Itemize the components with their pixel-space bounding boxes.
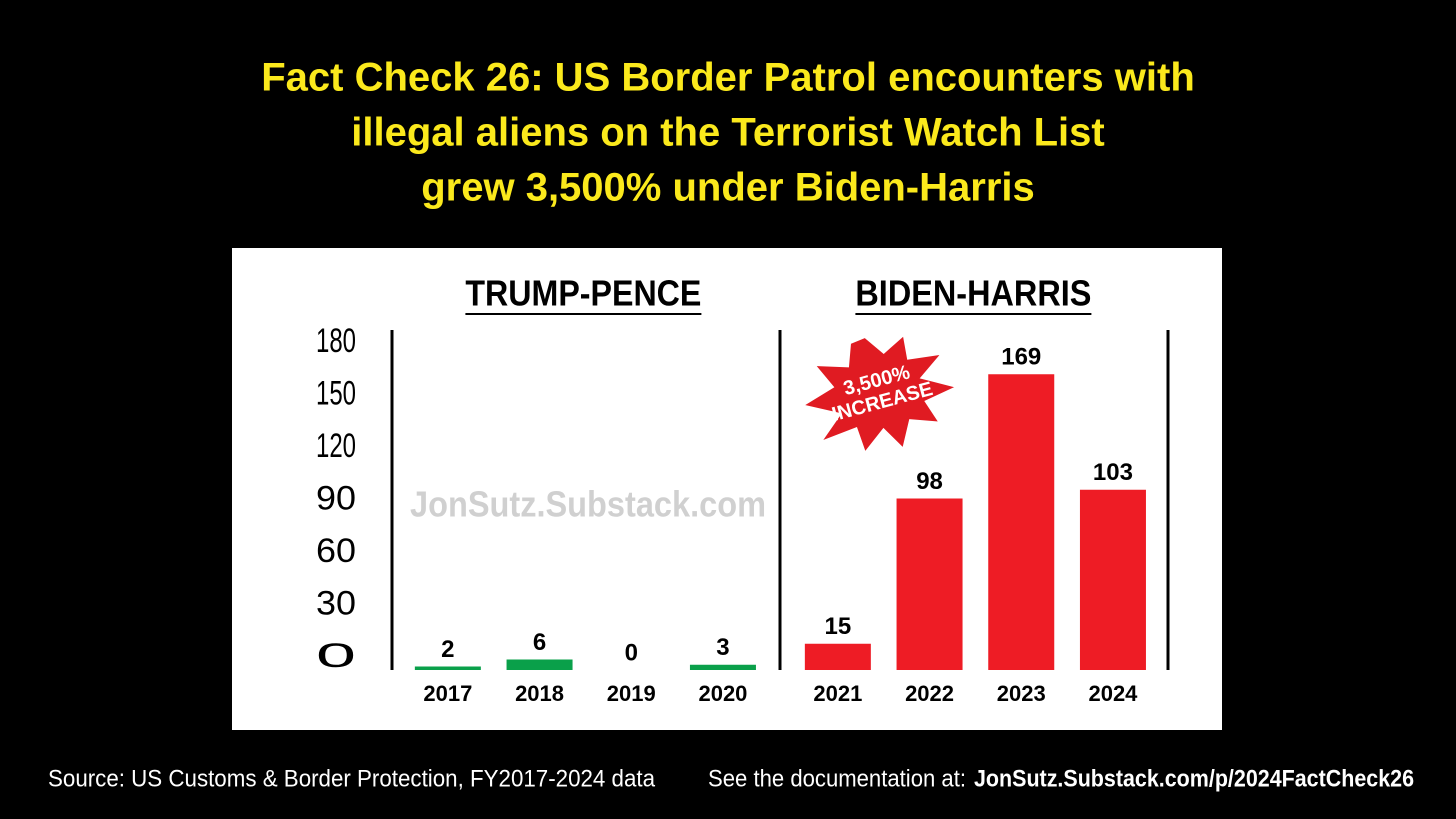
starburst: [799, 332, 960, 455]
y-tick-label: 60: [316, 532, 356, 570]
group-label: BIDEN-HARRIS: [855, 273, 1091, 314]
bar: [988, 374, 1055, 670]
group-label: TRUMP-PENCE: [465, 273, 701, 314]
x-tick-label: 2021: [813, 681, 862, 706]
title-line: illegal aliens on the Terrorist Watch Li…: [351, 111, 1104, 155]
title-line: Fact Check 26: US Border Patrol encounte…: [261, 56, 1195, 100]
bar: [804, 643, 871, 670]
value-label: 103: [1093, 459, 1133, 486]
x-tick-label: 2018: [515, 681, 564, 706]
x-tick-label: 2023: [997, 681, 1046, 706]
y-tick-label: 30: [316, 584, 356, 622]
chart-panel: [232, 248, 1222, 730]
bar: [689, 664, 756, 670]
x-tick-label: 2019: [607, 681, 656, 706]
x-tick-label: 2024: [1088, 681, 1138, 706]
burst: 3,500% INCREASE: [799, 332, 960, 455]
x-tick-label: 2020: [698, 681, 747, 706]
value-label: 0: [625, 639, 638, 666]
doc-link: JonSutz.Substack.com/p/2024FactCheck26: [974, 765, 1414, 792]
bar: [414, 666, 481, 670]
bar: [896, 498, 963, 670]
bar: [1079, 489, 1146, 670]
y-tick-label: 120: [316, 427, 356, 465]
bar: [506, 659, 573, 670]
y-tick-label: 0: [316, 637, 356, 675]
watermark: JonSutz.Substack.com: [410, 484, 766, 525]
value-label: 15: [824, 613, 851, 640]
value-label: 169: [1001, 344, 1041, 371]
value-label: 98: [916, 468, 943, 495]
title-line: grew 3,500% under Biden-Harris: [421, 166, 1035, 210]
value-label: 3: [716, 634, 729, 661]
plot: 0306090120150180TRUMP-PENCE2017220186201…: [316, 273, 1170, 706]
y-tick-label: 90: [316, 479, 356, 517]
y-tick-label: 150: [316, 374, 356, 412]
value-label: 2: [441, 636, 454, 663]
x-tick-label: 2017: [423, 681, 472, 706]
source-note: Source: US Customs & Border Protection, …: [48, 765, 656, 792]
doc-prefix: See the documentation at:: [708, 765, 966, 792]
y-tick-label: 180: [316, 322, 356, 360]
x-tick-label: 2022: [905, 681, 954, 706]
value-label: 6: [533, 629, 546, 656]
